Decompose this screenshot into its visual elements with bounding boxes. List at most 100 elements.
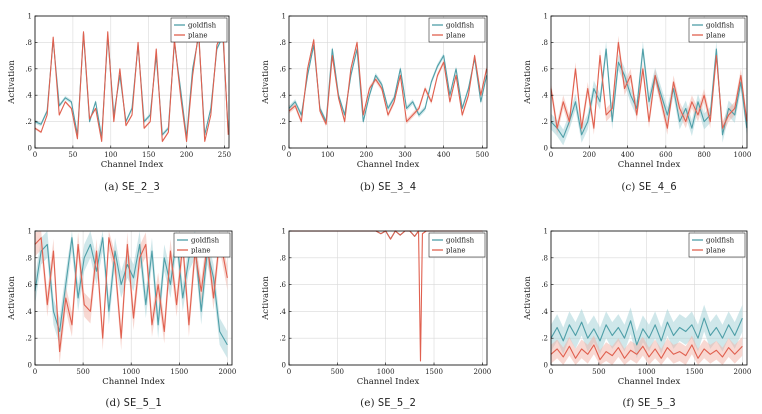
x-tick-label: 1500 — [425, 368, 443, 376]
x-tick-label: 1500 — [170, 368, 188, 376]
x-tick-label: 100 — [321, 151, 334, 159]
series-line-plane — [34, 31, 229, 142]
y-tick-label: .4 — [541, 308, 548, 316]
y-tick-label: .8 — [25, 39, 32, 47]
band-goldfish — [551, 304, 743, 359]
legend-label-plane: plane — [188, 32, 208, 40]
x-tick-label: 500 — [476, 151, 489, 159]
plot-frame — [288, 15, 488, 149]
legend-box — [688, 232, 746, 258]
legend-label-plane: plane — [706, 247, 726, 255]
y-tick-label: .8 — [279, 39, 286, 47]
caption: (b) SE_3_4 — [360, 181, 416, 193]
y-tick-label: .8 — [25, 254, 32, 262]
y-tick-label: .2 — [541, 335, 548, 343]
x-tick-label: 2000 — [733, 368, 751, 376]
series-line-plane — [550, 344, 743, 361]
legend-label-plane: plane — [446, 32, 466, 40]
legend-box — [170, 17, 228, 43]
y-tick-label: .4 — [25, 92, 32, 100]
chart-panel-b: 0 100 200 300 400 500 0 .2 .4 .6 .8 1 Channel Index A… — [261, 13, 489, 194]
caption-layer-name: SE_4_6 — [639, 181, 677, 193]
legend-box — [173, 232, 231, 258]
caption-letter: (b) — [360, 181, 378, 193]
y-tick-label: 1 — [544, 13, 548, 21]
y-tick-label: 1 — [28, 228, 32, 236]
legend: goldfish plane — [428, 17, 486, 43]
y-tick-label: .6 — [279, 281, 286, 289]
caption-layer-name: SE_3_4 — [378, 181, 416, 193]
y-tick-label: 0 — [282, 145, 286, 153]
series-line-plane — [34, 237, 228, 353]
y-tick-label: 0 — [544, 145, 548, 153]
caption: (a) SE_2_3 — [104, 181, 160, 193]
y-tick-label: .8 — [541, 39, 548, 47]
legend-label-plane: plane — [191, 247, 211, 255]
chart-panel-e: 0 500 1000 1500 2000 0 .2 .4 .6 .8 1 Channel Index A… — [261, 228, 491, 410]
y-axis-label: Activation — [7, 276, 17, 321]
caption: (e) SE_5_2 — [360, 397, 416, 409]
y-axis-label: Activation — [261, 60, 271, 105]
y-axis-label: Activation — [7, 60, 17, 105]
y-tick-label: .2 — [541, 118, 548, 126]
y-tick-label: .6 — [541, 281, 548, 289]
legend-label-plane: plane — [706, 32, 726, 40]
legend-label-goldfish: goldfish — [446, 22, 475, 30]
x-axis-label: Channel Index — [618, 160, 681, 170]
x-tick-label: 0 — [33, 368, 37, 376]
legend: goldfish plane — [428, 232, 486, 258]
x-axis-label: Channel Index — [357, 377, 420, 387]
band-plane — [35, 231, 228, 364]
y-tick-label: .6 — [25, 281, 32, 289]
plot-frame — [34, 230, 233, 366]
y-tick-label: .2 — [279, 118, 286, 126]
caption-letter: (f) — [622, 397, 637, 409]
x-tick-label: 250 — [218, 151, 231, 159]
x-tick-label: 500 — [331, 368, 344, 376]
y-tick-label: .8 — [279, 254, 286, 262]
x-tick-label: 800 — [697, 151, 710, 159]
x-tick-label: 1500 — [686, 368, 704, 376]
x-tick-label: 200 — [180, 151, 193, 159]
caption-letter: (c) — [621, 181, 638, 193]
legend-label-goldfish: goldfish — [706, 22, 735, 30]
caption: (d) SE_5_1 — [105, 397, 161, 409]
y-axis-label: Activation — [523, 60, 533, 105]
legend-label-goldfish: goldfish — [188, 22, 217, 30]
series-line-goldfish — [288, 44, 488, 123]
y-tick-label: 0 — [28, 362, 32, 370]
plot-frame — [34, 15, 230, 149]
y-tick-label: .6 — [25, 65, 32, 73]
y-tick-label: .4 — [279, 308, 286, 316]
caption: (f) SE_5_3 — [622, 397, 675, 409]
x-tick-label: 150 — [142, 151, 155, 159]
x-tick-label: 500 — [76, 368, 89, 376]
legend-label-plane: plane — [446, 247, 466, 255]
plot-frame — [550, 15, 748, 149]
y-axis-label: Activation — [523, 276, 533, 321]
caption-letter: (a) — [104, 181, 122, 193]
chart-panel-f: 0 500 1000 1500 2000 0 .2 .4 .6 .8 1 Channel Index A… — [523, 228, 751, 410]
caption-layer-name: SE_5_3 — [638, 397, 676, 409]
y-tick-label: .4 — [25, 308, 32, 316]
caption-layer-name: SE_5_1 — [124, 397, 162, 409]
legend-box — [688, 17, 746, 43]
y-tick-label: 1 — [282, 13, 286, 21]
x-tick-label: 0 — [549, 151, 553, 159]
x-tick-label: 100 — [104, 151, 117, 159]
x-tick-label: 1000 — [733, 151, 751, 159]
x-tick-label: 0 — [287, 368, 291, 376]
chart-panel-d: 0 500 1000 1500 2000 0 .2 .4 .6 .8 1 Channel Index A… — [7, 228, 236, 410]
legend-box — [428, 232, 486, 258]
caption: (c) SE_4_6 — [621, 181, 676, 193]
y-tick-label: 1 — [28, 13, 32, 21]
legend-label-goldfish: goldfish — [706, 237, 735, 245]
x-tick-label: 50 — [68, 151, 77, 159]
x-tick-label: 0 — [549, 368, 553, 376]
y-tick-label: .2 — [25, 118, 32, 126]
y-axis-label: Activation — [261, 276, 271, 321]
caption-layer-name: SE_2_3 — [122, 181, 160, 193]
x-tick-label: 400 — [621, 151, 634, 159]
legend-label-goldfish: goldfish — [446, 237, 475, 245]
